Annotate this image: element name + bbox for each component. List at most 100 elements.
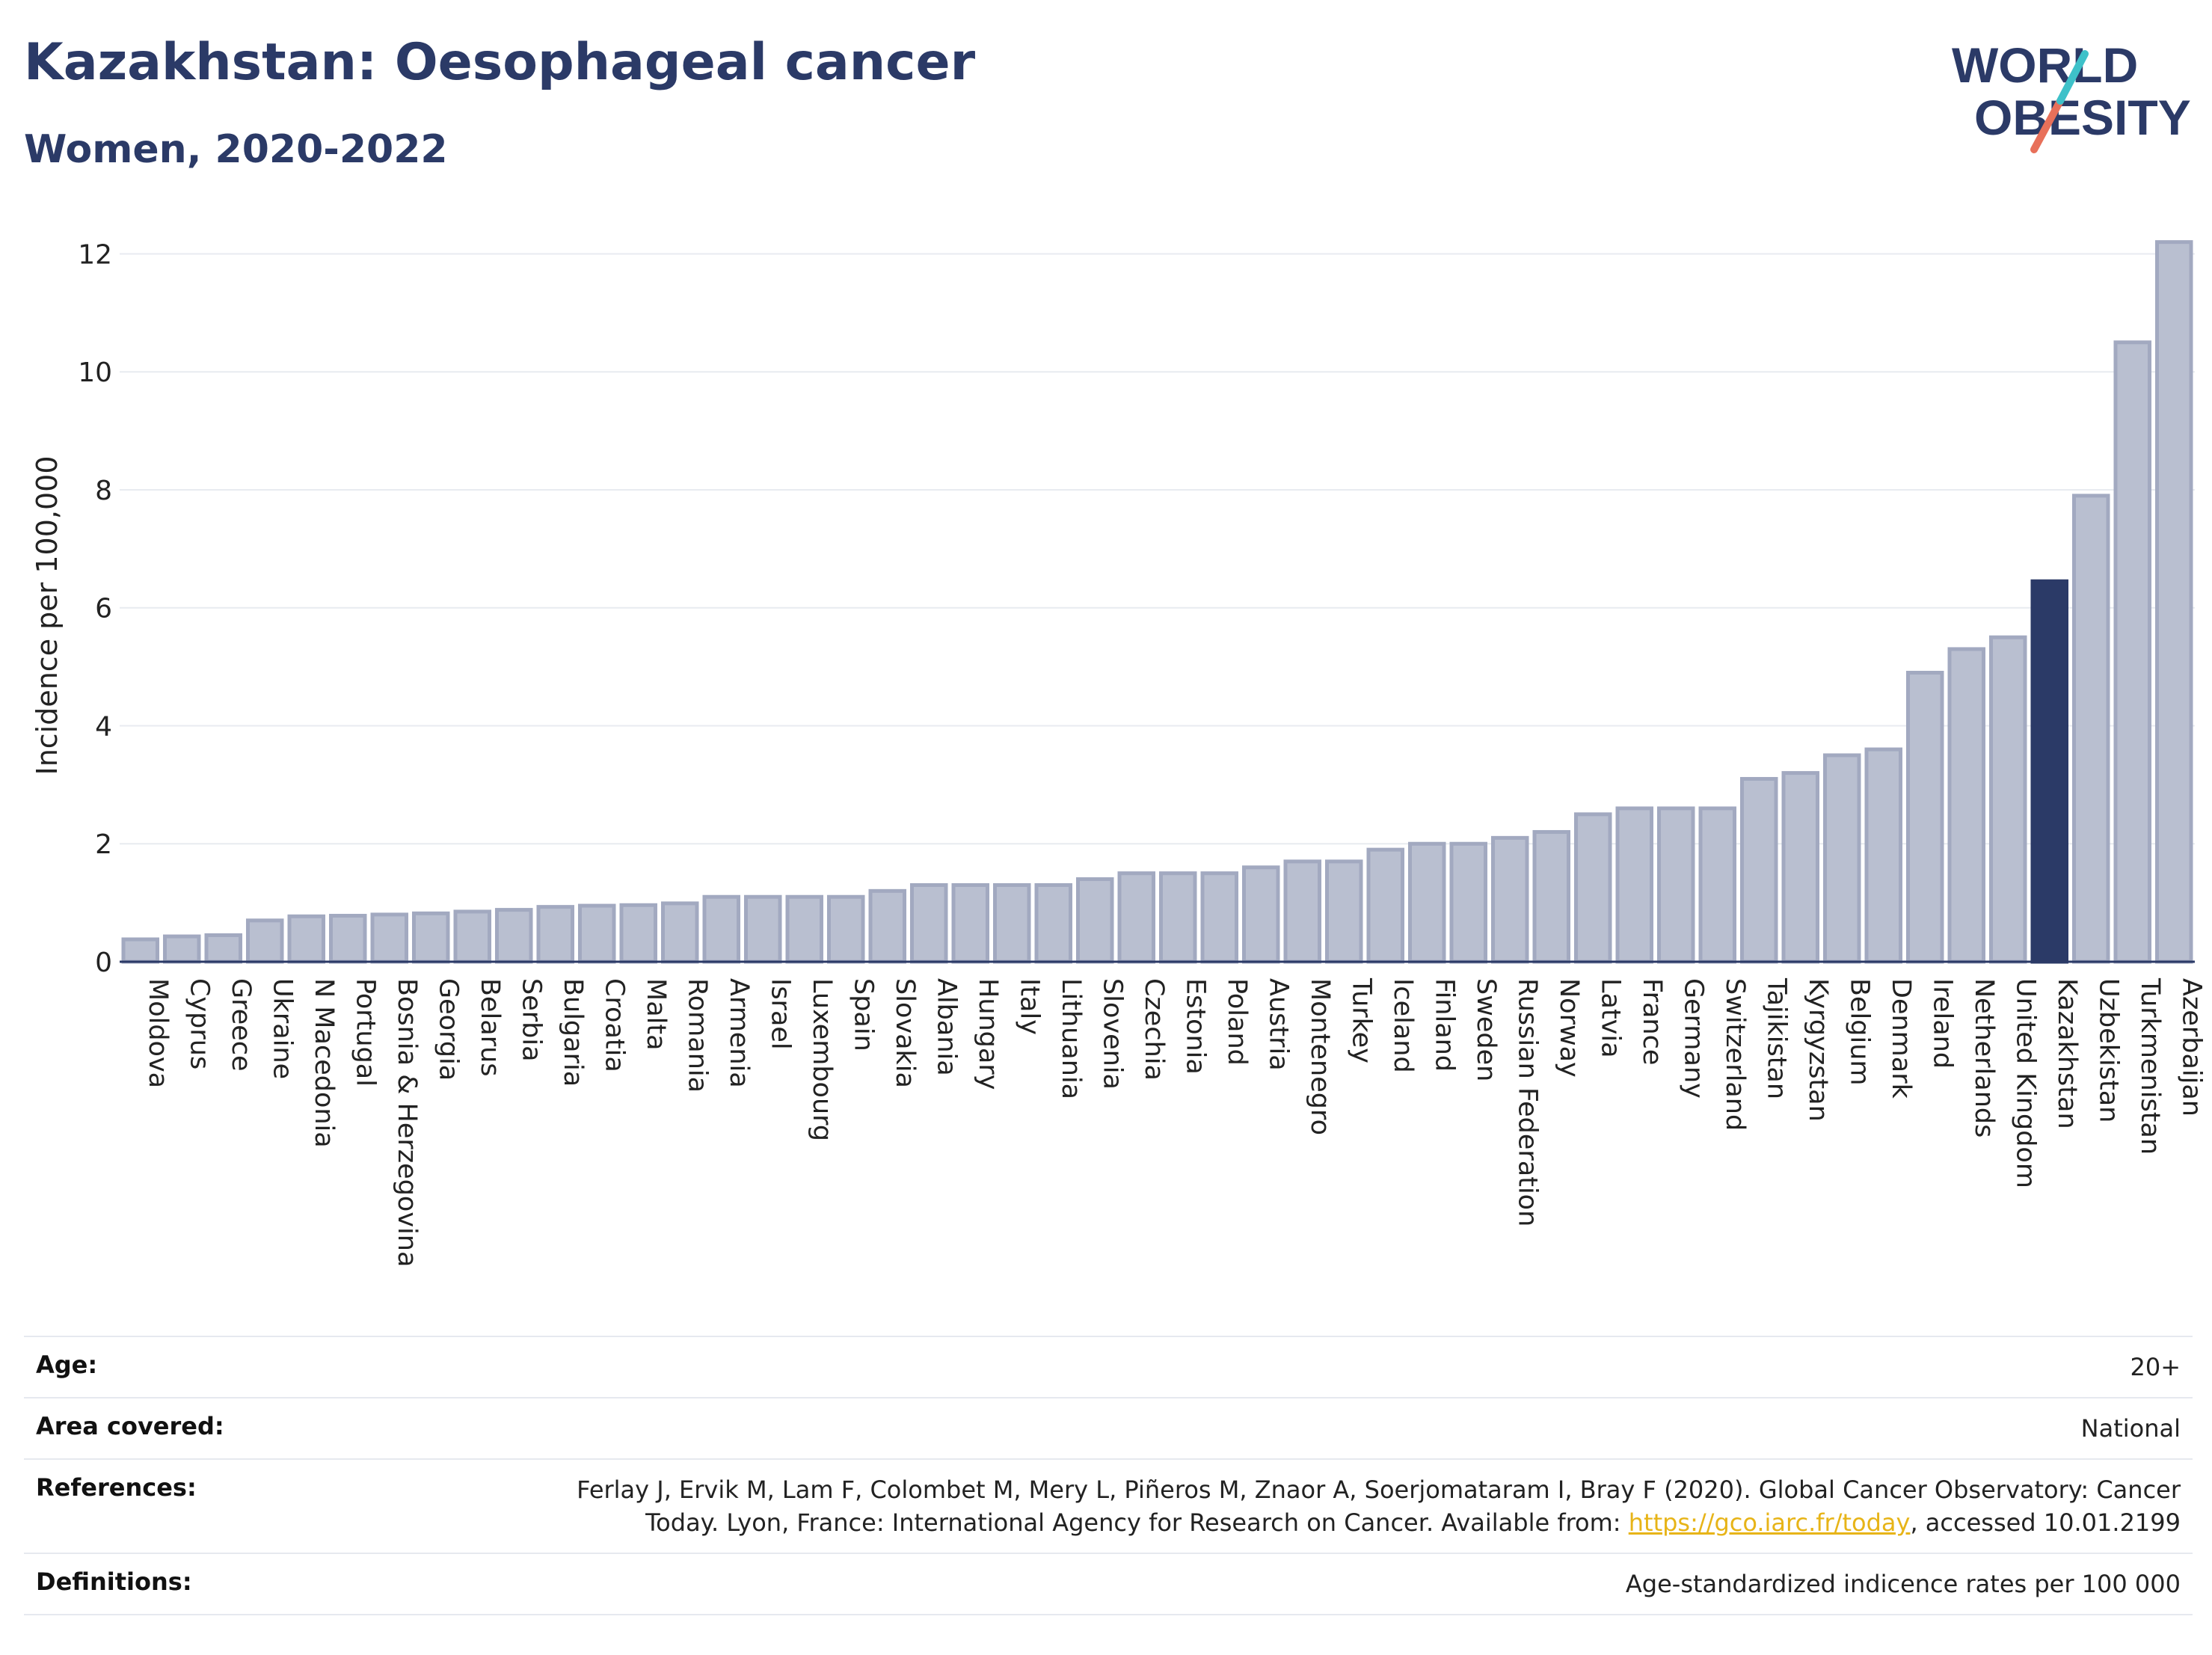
x-tick-label: N Macedonia	[309, 978, 339, 1148]
bar-spain	[826, 894, 865, 964]
x-tick-label: Luxembourg	[807, 978, 837, 1141]
x-tick-label: Malta	[641, 978, 671, 1051]
x-tick-label: Iceland	[1388, 978, 1418, 1073]
bar-montenegro	[1283, 859, 1322, 964]
bar-chart: 0 2 4 6 8 10 12 Moldova Cyprus Greece Ukraine N Ma…	[31, 239, 2207, 1267]
bar-latvia	[1573, 812, 1612, 964]
bar-italy	[992, 882, 1031, 964]
x-tick-label: Denmark	[1886, 978, 1916, 1099]
x-tick-label: Germany	[1678, 978, 1708, 1099]
x-tick-label: Moldova	[143, 978, 173, 1088]
bar-serbia	[494, 908, 533, 964]
x-tick-label: Austria	[1263, 978, 1293, 1071]
x-tick-label: Bulgaria	[558, 978, 588, 1087]
x-tick-label: Belarus	[475, 978, 505, 1077]
x-tick-label: Ukraine	[267, 978, 297, 1079]
bar-france	[1615, 806, 1654, 964]
bar-denmark	[1864, 747, 1903, 964]
x-tick-label: Slovenia	[1097, 978, 1127, 1090]
x-tick-label: Armenia	[724, 978, 754, 1088]
x-tick-label: United Kingdom	[2010, 978, 2040, 1188]
info-table: Age: 20+ Area covered: National Referenc…	[24, 1336, 2193, 1615]
bar-bosnia-herzegovina	[370, 912, 409, 964]
bar-malta	[619, 903, 658, 964]
definitions-row: Definitions: Age-standardized indicence …	[24, 1553, 2193, 1615]
bar-ukraine	[245, 918, 284, 964]
x-tick-labels: Moldova Cyprus Greece Ukraine N Macedonia Por…	[143, 977, 2207, 1267]
bar-norway	[1532, 829, 1571, 964]
bar-n-macedonia	[287, 914, 326, 964]
bar-czechia	[1117, 871, 1156, 964]
references-text: Today. Lyon, France: International Agenc…	[645, 1508, 1629, 1537]
bar-slovakia	[868, 888, 907, 964]
x-tick-label: Lithuania	[1056, 978, 1086, 1099]
bar-germany	[1656, 806, 1695, 964]
bar-switzerland	[1698, 806, 1737, 964]
x-tick-label: Turkey	[1346, 977, 1376, 1063]
y-tick-label: 2	[95, 829, 112, 860]
y-tick-label: 6	[95, 594, 112, 624]
x-tick-label: Turkmenistan	[2135, 977, 2165, 1155]
x-tick-label: Hungary	[973, 978, 1003, 1090]
bar-finland	[1407, 841, 1446, 964]
area-value: National	[2080, 1414, 2181, 1443]
logo-slash-coral	[2030, 97, 2064, 153]
x-tick-label: Tajikistan	[1761, 977, 1791, 1099]
bar-russian-federation	[1490, 835, 1529, 964]
bar-netherlands	[1947, 647, 1986, 964]
age-value: 20+	[2130, 1353, 2181, 1381]
definitions-value: Age-standardized indicence rates per 100…	[1625, 1570, 2181, 1598]
x-tick-label: Czechia	[1139, 978, 1169, 1081]
x-tick-label: Belgium	[1844, 978, 1874, 1086]
bar-estonia	[1158, 871, 1197, 964]
references-accessed: , accessed 10.01.2199	[1910, 1508, 2181, 1537]
bar-austria	[1241, 865, 1280, 964]
logo-line2: OBESITY	[1974, 90, 2191, 145]
bar-turkmenistan	[2113, 340, 2152, 964]
bar-tajikistan	[1739, 776, 1778, 964]
references-line1: Ferlay J, Ervik M, Lam F, Colombet M, Me…	[577, 1476, 2181, 1504]
bar-slovenia	[1075, 877, 1114, 964]
logo-slash-teal	[2056, 50, 2089, 105]
x-tick-label: Georgia	[433, 978, 463, 1081]
area-row: Area covered: National	[24, 1397, 2193, 1458]
y-tick-labels: 0 2 4 6 8 10 12	[78, 239, 112, 978]
references-row: References: Ferlay J, Ervik M, Lam F, Co…	[24, 1458, 2193, 1553]
y-tick-label: 12	[78, 239, 112, 270]
bar-croatia	[577, 903, 616, 964]
bar-kazakhstan	[2030, 579, 2069, 964]
bar-iceland	[1366, 847, 1405, 964]
chart-title: Kazakhstan: Oesophageal cancer	[24, 33, 976, 92]
bar-united-kingdom	[1988, 635, 2027, 964]
x-tick-label: Russian Federation	[1512, 978, 1542, 1226]
x-tick-label: Estonia	[1180, 978, 1210, 1075]
x-tick-label: Norway	[1554, 978, 1584, 1078]
references-value: Ferlay J, Ervik M, Lam F, Colombet M, Me…	[24, 1460, 2193, 1539]
y-tick-label: 8	[95, 476, 112, 506]
x-tick-label: Slovakia	[890, 978, 920, 1088]
x-tick-label: Switzerland	[1720, 978, 1750, 1131]
bar-armenia	[702, 894, 741, 964]
x-tick-label: Israel	[765, 978, 795, 1050]
bar-belgium	[1822, 753, 1861, 964]
x-tick-label: Kazakhstan	[2052, 978, 2082, 1129]
x-tick-label: Croatia	[599, 978, 629, 1072]
x-tick-label: Montenegro	[1305, 978, 1335, 1135]
bar-moldova	[121, 937, 160, 964]
x-tick-label: Romania	[682, 978, 712, 1093]
references-line2: Today. Lyon, France: International Agenc…	[24, 1506, 2181, 1539]
x-tick-label: Cyprus	[184, 978, 214, 1069]
x-tick-label: Spain	[848, 978, 878, 1051]
bar-israel	[743, 894, 782, 964]
bar-turkey	[1324, 859, 1363, 964]
bar-bulgaria	[536, 905, 575, 964]
references-label: References:	[36, 1473, 197, 1502]
bar-lithuania	[1034, 882, 1073, 964]
definitions-label: Definitions:	[36, 1568, 192, 1596]
age-label: Age:	[36, 1351, 98, 1379]
references-link[interactable]: https://gco.iarc.fr/today	[1628, 1508, 1911, 1537]
bar-ireland	[1905, 670, 1944, 964]
y-tick-label: 4	[95, 711, 112, 742]
bar-hungary	[951, 882, 990, 964]
y-tick-label: 0	[95, 948, 112, 978]
